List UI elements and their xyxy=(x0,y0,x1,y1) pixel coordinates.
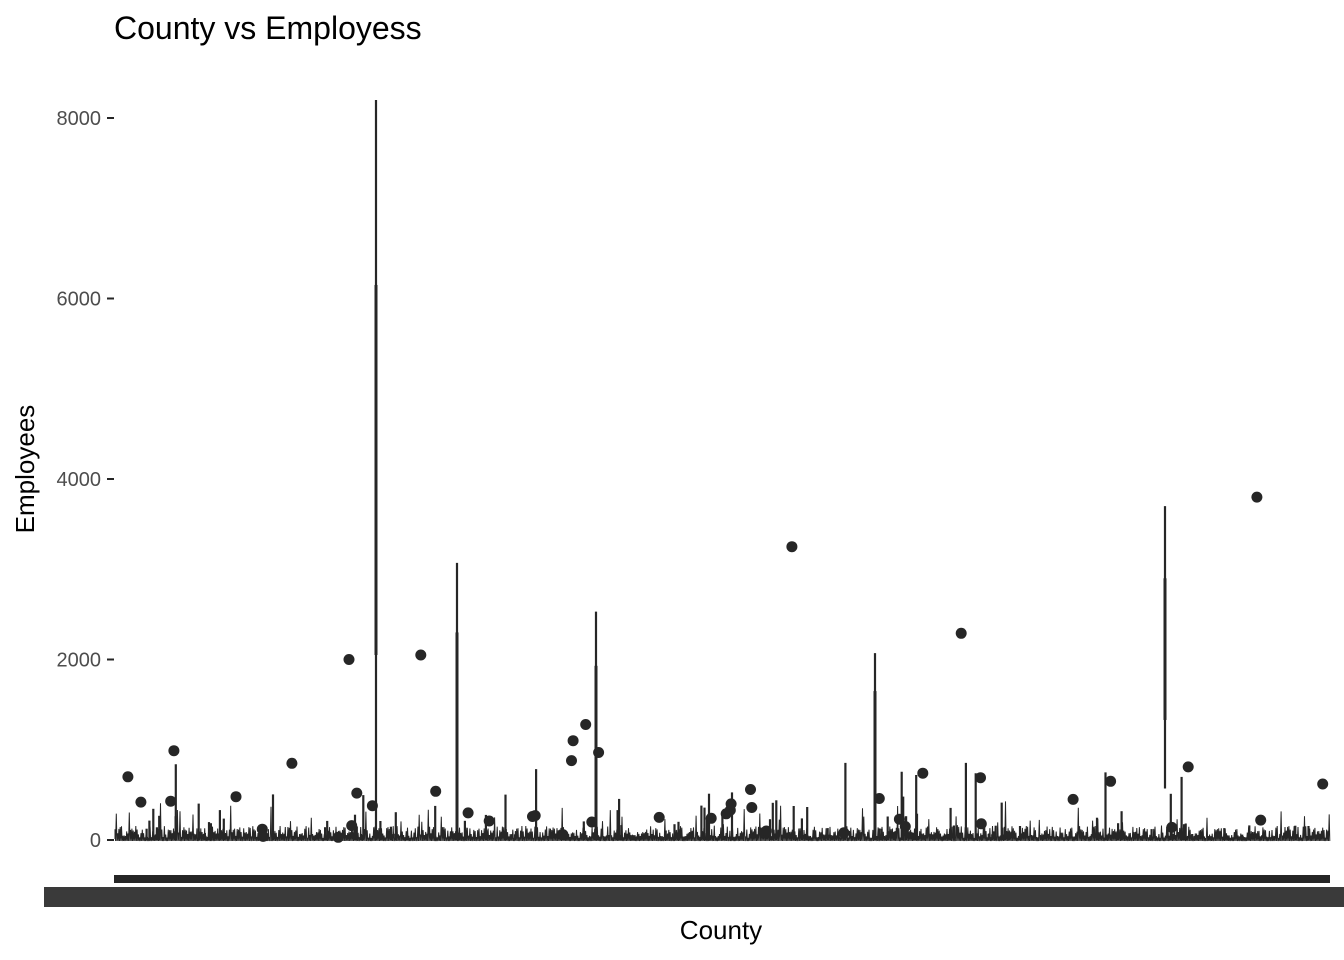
plot-area xyxy=(114,99,1331,843)
outlier-point xyxy=(135,796,147,808)
outlier-point xyxy=(483,815,495,827)
outlier-point xyxy=(168,745,180,757)
box-iqr xyxy=(1163,578,1167,720)
box-iqr xyxy=(873,691,877,840)
outlier-point xyxy=(1182,761,1194,773)
outlier-point xyxy=(122,771,134,783)
outlier-point xyxy=(975,818,987,830)
outlier-point xyxy=(786,541,798,553)
y-tick-label: 6000 xyxy=(57,289,102,311)
outlier-point xyxy=(720,808,732,820)
outlier-point xyxy=(257,830,269,842)
outlier-point xyxy=(760,825,772,837)
outlier-point xyxy=(746,802,758,813)
x-axis xyxy=(44,875,1344,907)
box-iqr xyxy=(374,284,378,655)
y-axis: 0 2000 4000 6000 8000 xyxy=(57,108,114,852)
outlier-point xyxy=(893,813,905,825)
outlier-point xyxy=(705,812,717,824)
outlier-point xyxy=(586,816,598,828)
x-axis-title: County xyxy=(680,915,762,945)
outlier-point xyxy=(343,654,355,665)
outlier-point xyxy=(1317,778,1329,790)
outlier-point xyxy=(332,831,344,843)
outlier-point xyxy=(286,757,298,769)
outlier-point xyxy=(593,747,605,758)
outlier-point xyxy=(1067,793,1079,805)
outlier-point xyxy=(1105,775,1117,787)
y-tick-label: 4000 xyxy=(57,469,102,491)
outlier-point xyxy=(366,800,378,812)
outlier-point xyxy=(351,787,363,799)
outlier-point xyxy=(1255,814,1267,826)
outlier-point xyxy=(557,829,569,841)
outlier-point xyxy=(346,820,358,832)
outlier-point xyxy=(917,767,929,779)
x-tick-labels-overlap xyxy=(44,887,1344,907)
outlier-point xyxy=(567,735,579,747)
outlier-point xyxy=(580,719,592,730)
outlier-point xyxy=(527,811,538,822)
outlier-point xyxy=(430,785,442,797)
y-tick-label: 0 xyxy=(90,830,101,852)
outlier-point xyxy=(955,627,967,639)
outlier-point xyxy=(745,784,756,795)
outlier-point xyxy=(566,755,577,767)
outlier-point xyxy=(899,821,911,832)
outlier-point xyxy=(230,791,242,803)
box-iqr xyxy=(455,632,459,840)
x-tick-band xyxy=(114,875,1330,883)
outlier-point xyxy=(1166,821,1178,833)
outlier-point xyxy=(838,827,850,839)
chart-title: County vs Employess xyxy=(114,10,422,46)
outlier-point xyxy=(873,793,885,804)
outlier-point xyxy=(415,649,427,661)
y-tick-label: 8000 xyxy=(57,108,102,130)
outlier-point xyxy=(165,795,177,807)
y-tick-label: 2000 xyxy=(57,650,102,672)
outlier-point xyxy=(975,772,986,784)
outlier-point xyxy=(1251,491,1263,503)
outlier-point xyxy=(653,811,665,823)
y-axis-title: Employees xyxy=(10,405,40,534)
outlier-point xyxy=(462,807,474,819)
